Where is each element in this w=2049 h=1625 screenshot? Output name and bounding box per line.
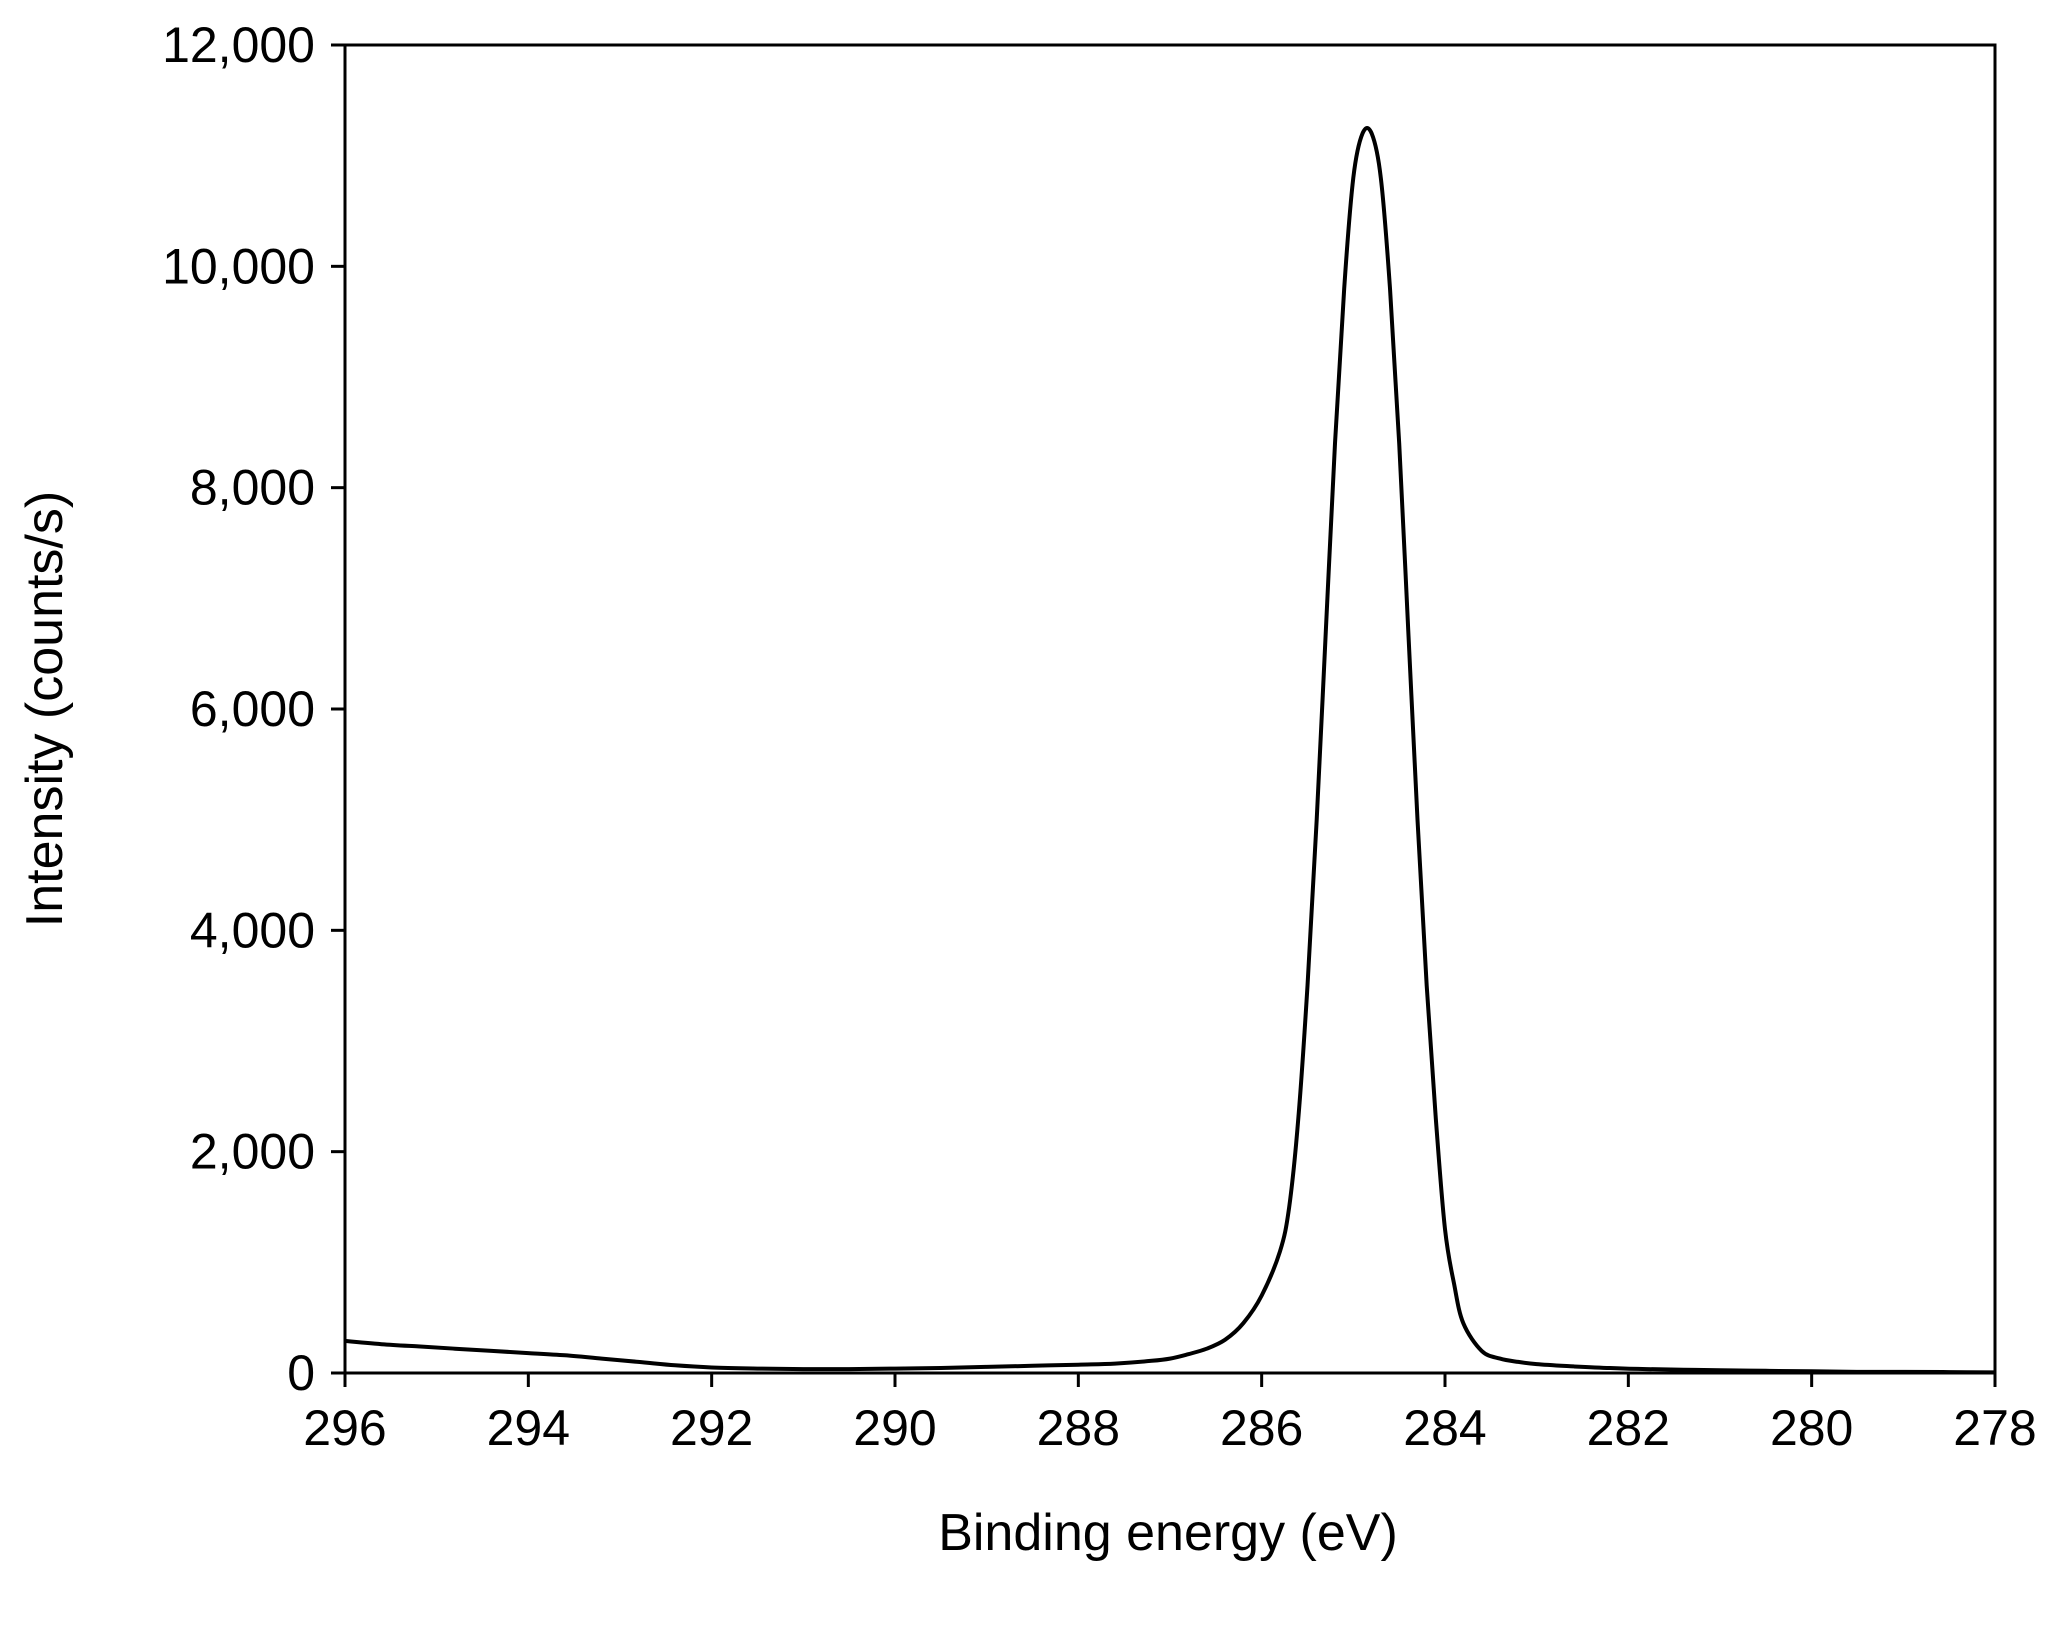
y-tick-label: 8,000 bbox=[190, 460, 315, 516]
x-tick-label: 282 bbox=[1587, 1400, 1670, 1456]
series-line bbox=[344, 126, 1996, 1375]
plot-frame bbox=[343, 43, 1997, 1375]
x-tick-label: 284 bbox=[1403, 1400, 1486, 1456]
y-tick-label: 12,000 bbox=[162, 17, 315, 73]
x-axis-title: Binding energy (eV) bbox=[938, 1504, 1398, 1562]
x-tick-label: 294 bbox=[487, 1400, 570, 1456]
x-axis-tick-labels: 296 294 292 290 288 286 284 282 280 278 bbox=[303, 1400, 2036, 1456]
y-axis-title: Intensity (counts/s) bbox=[16, 491, 74, 927]
x-tick-label: 280 bbox=[1770, 1400, 1853, 1456]
x-tick-label: 288 bbox=[1037, 1400, 1120, 1456]
x-tick-label: 278 bbox=[1953, 1400, 2036, 1456]
x-axis-ticks bbox=[343, 1373, 1997, 1387]
y-tick-label: 10,000 bbox=[162, 238, 315, 294]
y-axis-ticks bbox=[331, 43, 345, 1375]
x-tick-label: 290 bbox=[853, 1400, 936, 1456]
x-tick-label: 292 bbox=[670, 1400, 753, 1456]
x-tick-label: 286 bbox=[1220, 1400, 1303, 1456]
y-tick-label: 4,000 bbox=[190, 902, 315, 958]
y-tick-label: 0 bbox=[287, 1345, 315, 1401]
y-tick-label: 6,000 bbox=[190, 681, 315, 737]
y-tick-label: 2,000 bbox=[190, 1124, 315, 1180]
x-tick-label: 296 bbox=[303, 1400, 386, 1456]
y-axis-tick-labels: 0 2,000 4,000 6,000 8,000 10,000 12,000 bbox=[162, 17, 315, 1401]
